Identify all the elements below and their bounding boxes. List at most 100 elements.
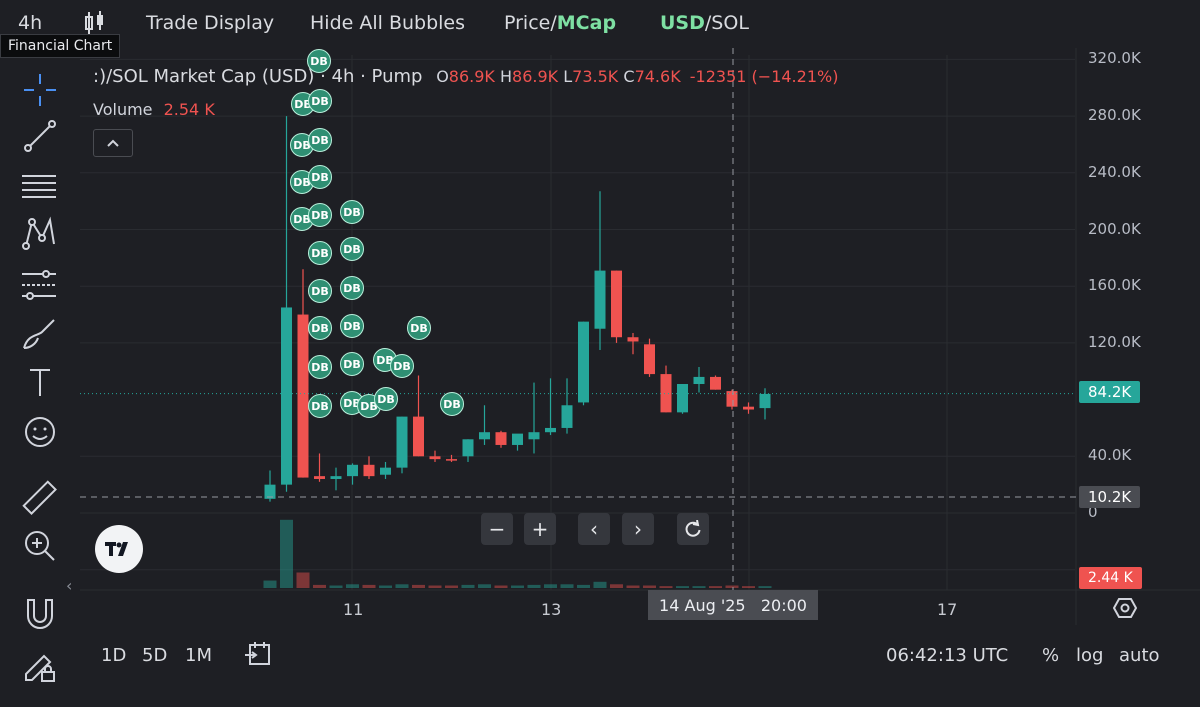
usd-label: USD	[660, 12, 705, 34]
volume-bar	[725, 585, 739, 588]
pattern-icon[interactable]	[20, 214, 60, 254]
db-bubble[interactable]: DB	[308, 279, 332, 303]
candle-body	[545, 427, 556, 433]
volume-bar	[461, 584, 475, 588]
chart-title: :)/SOL Market Cap (USD) · 4h · Pump	[93, 66, 423, 87]
candle-body	[710, 376, 721, 390]
zoom-in-button[interactable]: +	[524, 513, 556, 545]
volume-bar	[577, 584, 590, 588]
interval-button[interactable]: 4h	[18, 12, 43, 34]
candle-body	[429, 456, 441, 460]
brush-icon[interactable]	[20, 314, 60, 354]
db-bubble[interactable]: DB	[308, 165, 332, 189]
db-bubble[interactable]: DB	[308, 316, 332, 340]
db-bubble[interactable]: DB	[340, 352, 364, 376]
change-value: -12351 (−14.21%)	[689, 67, 839, 86]
magnet-icon[interactable]	[20, 594, 60, 634]
db-bubble[interactable]: DB	[407, 316, 431, 340]
reset-icon[interactable]	[677, 513, 709, 545]
clock-time[interactable]: 06:42:13 UTC	[886, 645, 1009, 666]
chevron-up-icon[interactable]	[93, 129, 133, 157]
crosshair-icon[interactable]	[20, 70, 60, 110]
volume-bar	[428, 585, 442, 588]
emoji-icon[interactable]	[20, 412, 60, 452]
db-bubble[interactable]: DB	[374, 387, 398, 411]
close-value: 74.6K	[634, 67, 681, 86]
db-bubble[interactable]: DB	[307, 49, 331, 73]
candle-body	[644, 344, 655, 375]
x-tick: 13	[541, 600, 562, 619]
db-bubble[interactable]: DB	[340, 314, 364, 338]
candle-body	[495, 432, 507, 445]
volume-bar	[412, 584, 425, 588]
volume-bar	[643, 585, 656, 588]
trade-display-button[interactable]: Trade Display	[146, 12, 275, 34]
volume-legend: Volume 2.54 K	[93, 100, 215, 119]
trend-line-icon[interactable]	[20, 116, 60, 156]
y-tick: 40.0K	[1088, 446, 1132, 465]
range-5d[interactable]: 5D	[142, 645, 168, 666]
tradingview-logo[interactable]	[95, 525, 143, 573]
range-1d[interactable]: 1D	[101, 645, 127, 666]
db-bubble[interactable]: DB	[440, 392, 464, 416]
crosshair-date-label: 14 Aug '25 20:00	[648, 590, 818, 620]
mcap-label: MCap	[556, 12, 617, 34]
candle-body	[297, 314, 309, 478]
zoom-in-icon[interactable]	[20, 526, 60, 566]
volume-bars	[263, 519, 772, 588]
fib-icon[interactable]	[20, 264, 60, 304]
db-bubble[interactable]: DB	[390, 354, 414, 378]
volume-value: 2.54 K	[163, 100, 215, 119]
volume-bar	[478, 584, 491, 588]
db-bubble[interactable]: DB	[308, 241, 332, 265]
candle-body	[627, 337, 639, 342]
db-bubble[interactable]: DB	[308, 203, 332, 227]
settings-icon[interactable]	[1112, 597, 1138, 623]
candles	[264, 116, 771, 502]
low-label: L	[563, 67, 573, 86]
volume-bar	[263, 580, 277, 588]
db-bubble[interactable]: DB	[340, 276, 364, 300]
candles-icon[interactable]	[84, 10, 106, 41]
separator: /	[704, 12, 712, 34]
volume-bar	[362, 584, 376, 588]
chart-legend: :)/SOL Market Cap (USD) · 4h · Pump O86.…	[93, 66, 838, 87]
price-mcap-toggle[interactable]: Price/MCap	[504, 12, 616, 34]
volume-bar	[445, 585, 458, 588]
candle-body	[578, 321, 589, 403]
close-label: C	[623, 67, 635, 86]
collapse-sidebar-icon[interactable]: ‹	[66, 576, 73, 595]
drawing-toolbar	[0, 58, 80, 707]
text-icon[interactable]	[20, 362, 60, 402]
db-bubble[interactable]: DB	[308, 394, 332, 418]
volume-bar	[758, 586, 772, 588]
scroll-left-button[interactable]: ‹	[578, 513, 610, 545]
candle-body	[743, 406, 754, 410]
horizontal-lines-icon[interactable]	[20, 166, 60, 206]
zoom-out-button[interactable]: −	[481, 513, 513, 545]
volume-bar	[494, 585, 508, 588]
currency-toggle[interactable]: USD/SOL	[660, 12, 749, 34]
range-1m[interactable]: 1M	[185, 645, 212, 666]
y-tick: 320.0K	[1088, 49, 1141, 68]
db-bubble[interactable]: DB	[308, 355, 332, 379]
candle-body	[677, 384, 688, 413]
hide-bubbles-button[interactable]: Hide All Bubbles	[310, 12, 466, 34]
candle-body	[528, 432, 540, 440]
volume-label: Volume	[93, 100, 153, 119]
db-bubble[interactable]: DB	[340, 237, 364, 261]
volume-bar	[379, 585, 392, 588]
auto-toggle[interactable]: auto	[1119, 645, 1160, 666]
log-toggle[interactable]: log	[1076, 645, 1104, 666]
db-bubble[interactable]: DB	[308, 89, 332, 113]
db-bubble[interactable]: DB	[340, 200, 364, 224]
percent-toggle[interactable]: %	[1042, 645, 1060, 666]
volume-bar	[511, 585, 524, 588]
lock-edit-icon[interactable]	[20, 644, 60, 684]
db-bubble[interactable]: DB	[308, 128, 332, 152]
calendar-icon[interactable]	[244, 640, 272, 673]
ruler-icon[interactable]	[20, 478, 60, 518]
top-toolbar: 4h Trade Display Hide All Bubbles Price/…	[0, 0, 1200, 48]
scroll-right-button[interactable]: ›	[622, 513, 654, 545]
